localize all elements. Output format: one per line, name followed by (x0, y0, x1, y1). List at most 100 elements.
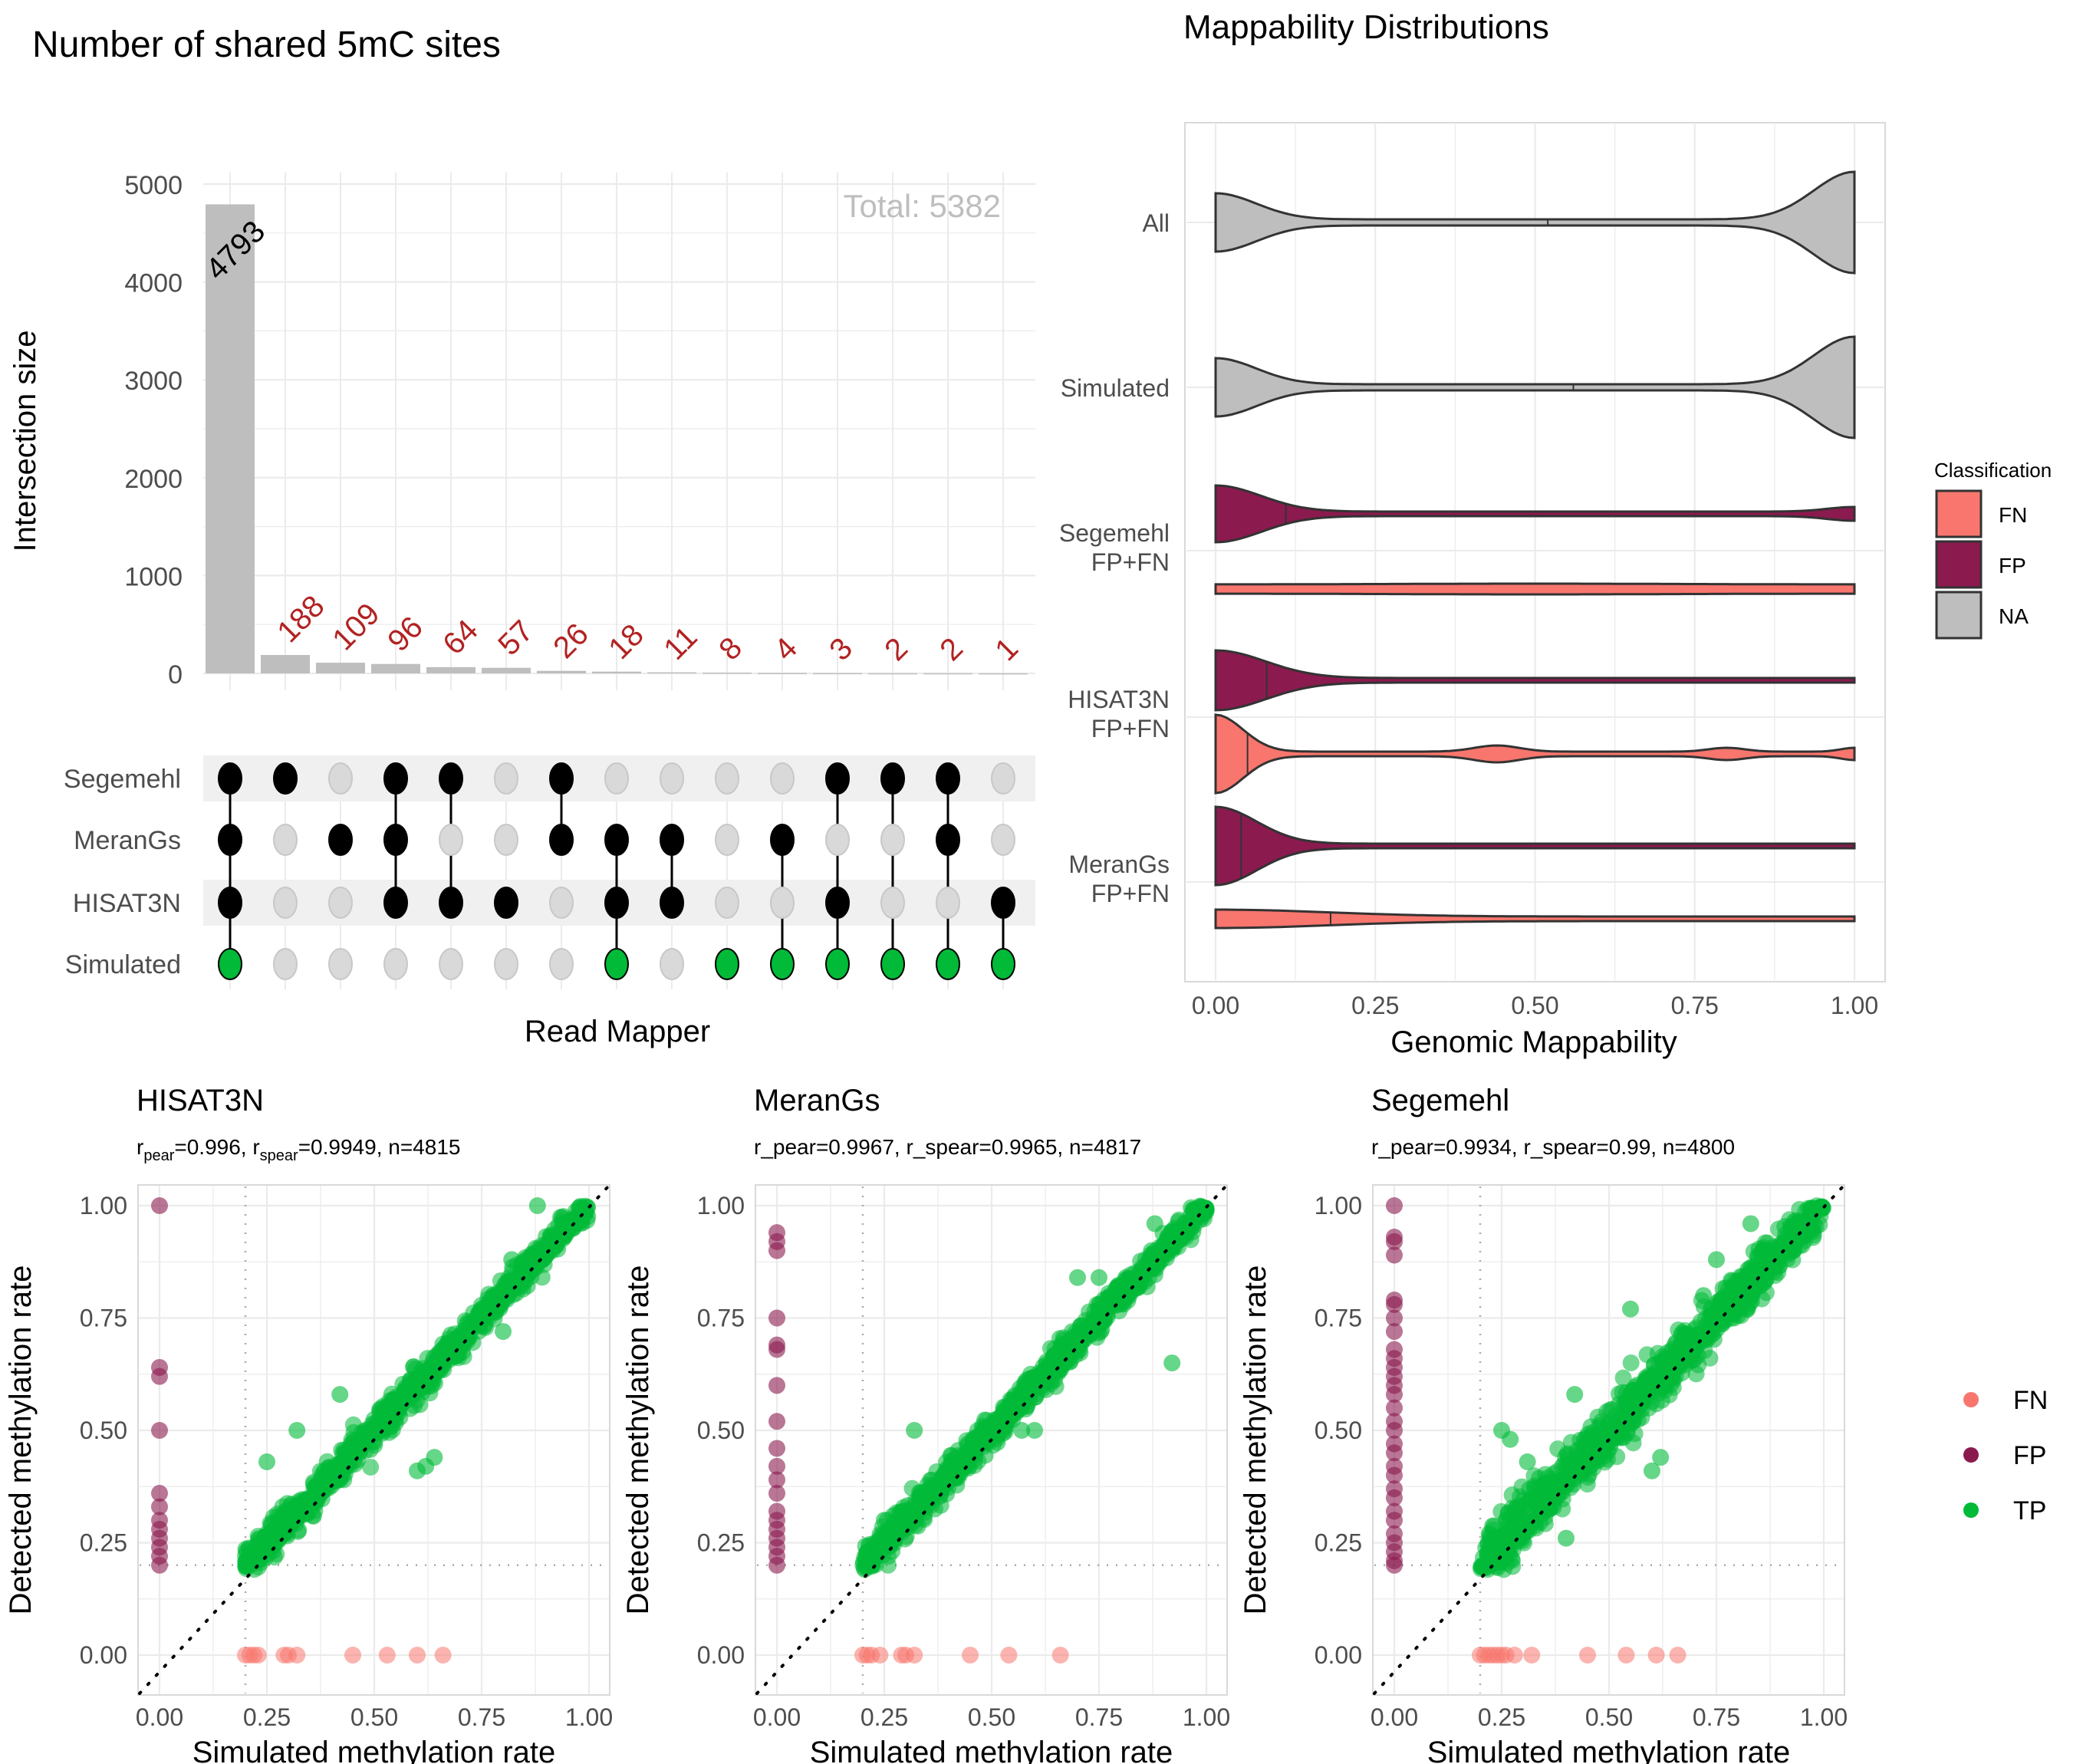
upset-bar (758, 673, 807, 674)
upset-count-label: 2 (878, 631, 914, 667)
fp-point (1386, 1386, 1403, 1404)
upset-bar (371, 663, 420, 673)
tp-outlier-point (503, 1251, 521, 1269)
tp-point (362, 1458, 380, 1476)
matrix-dot-filled (383, 762, 408, 795)
matrix-dot-empty (991, 824, 1015, 856)
tp-outlier-point (1026, 1422, 1043, 1439)
tp-point (1660, 1350, 1677, 1367)
matrix-dot-filled (439, 887, 463, 919)
tp-point (1043, 1363, 1061, 1381)
upset-count-label: 96 (381, 610, 429, 659)
violin-shape-fn (1214, 908, 1856, 930)
tp-point (880, 1556, 897, 1574)
violin-x-axis-label: Genomic Mappability (1390, 1025, 1677, 1059)
tp-point (1652, 1378, 1670, 1396)
fp-point (1386, 1556, 1403, 1574)
scatter-y-axis-label: Detected methylation rate (4, 1265, 38, 1615)
tp-point (542, 1226, 560, 1244)
matrix-dot-filled (604, 887, 629, 919)
fn-point (288, 1647, 306, 1664)
upset-bar (426, 666, 476, 673)
tp-outlier-point (473, 1300, 490, 1318)
fp-point (768, 1413, 785, 1430)
tp-point (1081, 1321, 1099, 1338)
fp-point (1386, 1232, 1403, 1250)
fp-point (151, 1485, 168, 1502)
fn-point (344, 1647, 361, 1664)
tp-point (357, 1433, 375, 1451)
matrix-dot-filled (549, 762, 574, 795)
tp-point (1723, 1272, 1740, 1289)
matrix-dot-filled (328, 824, 353, 856)
tp-point (1523, 1515, 1541, 1532)
tp-point (1555, 1469, 1573, 1486)
tp-point (1614, 1369, 1632, 1387)
tp-point (1557, 1448, 1575, 1466)
matrix-dot-empty (715, 887, 739, 919)
matrix-set-label: HISAT3N (73, 889, 181, 918)
violin-group-labels: AllSimulatedSegemehlFP+FNHISAT3NFP+FNMer… (1059, 209, 1170, 907)
upset-bar (647, 672, 696, 674)
upset-y-tick-label: 1000 (124, 562, 183, 591)
tp-outlier-point (1644, 1462, 1660, 1479)
fp-point (1386, 1323, 1403, 1341)
scatter-x-tick-label: 1.00 (1183, 1703, 1230, 1731)
matrix-dot-empty (604, 762, 629, 795)
matrix-dot-empty (494, 948, 518, 980)
fp-point (1386, 1512, 1403, 1529)
scatter-x-tick-label: 0.50 (350, 1703, 398, 1731)
tp-point (1111, 1288, 1129, 1305)
scatter-legend-dot-tp (1963, 1502, 1979, 1518)
matrix-dot-filled (549, 824, 574, 856)
tp-point (1520, 1492, 1538, 1509)
violin-group-label: FP+FN (1091, 715, 1170, 742)
tp-outlier-point (1558, 1529, 1575, 1547)
violin-shapes (1214, 170, 1856, 930)
scatter-panels: HISAT3N rpear=0.996, rspear=0.9949, n=481… (4, 1084, 1848, 1764)
fp-point (1386, 1466, 1403, 1484)
tp-point (1120, 1272, 1138, 1289)
scatter-x-tick-label: 0.25 (861, 1703, 908, 1731)
tp-point (1485, 1553, 1502, 1571)
mappability-violin-plot: Mappability Distributions All Simulated Se… (1059, 8, 2052, 1059)
fn-point (1647, 1647, 1665, 1664)
tp-point (490, 1287, 508, 1305)
fn-point (1579, 1647, 1596, 1664)
scatter-y-tick-label: 0.00 (697, 1641, 745, 1669)
matrix-dot-empty (770, 887, 795, 919)
upset-plot: Number of shared 5mC sites 0 1000 2000 3000… (8, 25, 1035, 1048)
fn-point (1051, 1647, 1069, 1664)
fn-point (1617, 1647, 1635, 1664)
matrix-dot-empty (273, 948, 298, 980)
matrix-dot-empty (494, 762, 518, 795)
tp-point (571, 1199, 588, 1216)
matrix-dot-empty (383, 948, 408, 980)
tp-point (412, 1363, 429, 1381)
fn-point (871, 1647, 889, 1664)
fn-point (1523, 1647, 1541, 1664)
tp-point (1635, 1377, 1653, 1395)
tp-point (1604, 1423, 1622, 1440)
upset-y-tick-label: 5000 (124, 171, 183, 200)
tp-outlier-point (876, 1512, 893, 1529)
upset-gridlines (203, 173, 1035, 989)
matrix-set-label: MeranGs (74, 826, 181, 855)
tp-point (1622, 1354, 1640, 1372)
scatter-y-tick-label: 0.25 (1315, 1529, 1362, 1557)
tp-point (1788, 1230, 1806, 1248)
matrix-dot-filled (218, 948, 242, 980)
scatter-x-tick-label: 0.25 (1478, 1703, 1525, 1731)
matrix-dot-filled (383, 887, 408, 919)
violin-x-tick-label: 0.75 (1671, 992, 1719, 1019)
fp-point (768, 1341, 785, 1358)
matrix-dot-filled (273, 762, 298, 795)
scatter-x-tick-label: 0.75 (458, 1703, 505, 1731)
violin-group-label: All (1142, 209, 1170, 237)
tp-outlier-point (1695, 1287, 1713, 1305)
violin-group-label: Segemehl (1059, 519, 1170, 547)
identity-line (138, 1185, 610, 1695)
upset-bar (592, 671, 641, 673)
upset-count-label: 11 (657, 620, 703, 666)
matrix-dot-filled (383, 824, 408, 856)
